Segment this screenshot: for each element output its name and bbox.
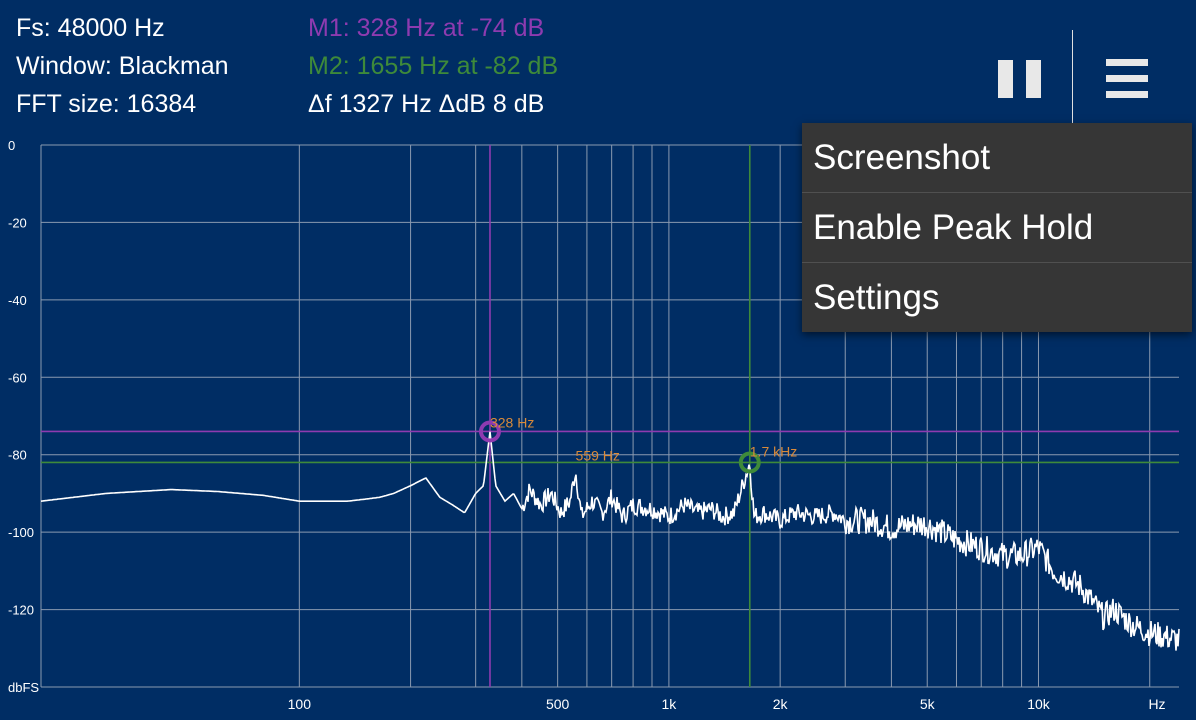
x-tick-label: 5k bbox=[920, 696, 936, 712]
grid bbox=[40, 144, 1179, 688]
x-tick-label: 100 bbox=[288, 696, 312, 712]
x-unit-label: Hz bbox=[1148, 696, 1165, 712]
window-type-text: Window: Blackman bbox=[16, 52, 229, 80]
marker-points: 328 Hz 559 Hz 1.7 kHz bbox=[478, 415, 797, 474]
menu-button[interactable] bbox=[1093, 48, 1163, 110]
y-tick-label: -40 bbox=[8, 293, 27, 308]
overflow-menu: Screenshot Enable Peak Hold Settings bbox=[802, 123, 1192, 332]
x-tick-label: 1k bbox=[662, 696, 678, 712]
peak-label: 1.7 kHz bbox=[750, 444, 797, 460]
menu-item-settings[interactable]: Settings bbox=[813, 278, 940, 317]
pause-button[interactable] bbox=[985, 48, 1055, 110]
peak-label: 328 Hz bbox=[490, 415, 534, 431]
marker1-point bbox=[478, 420, 501, 443]
toolbar bbox=[985, 30, 1196, 125]
x-tick-label: 10k bbox=[1027, 696, 1051, 712]
analyzer-info: Fs: 48000 Hz Window: Blackman FFT size: … bbox=[16, 9, 229, 123]
toolbar-divider bbox=[1072, 30, 1073, 125]
marker-lines bbox=[41, 145, 1179, 687]
fft-size-text: FFT size: 16384 bbox=[16, 90, 197, 118]
menu-item-screenshot[interactable]: Screenshot bbox=[802, 123, 1192, 193]
menu-item-enable-peak-hold[interactable]: Enable Peak Hold bbox=[802, 193, 1192, 263]
y-tick-label: -80 bbox=[8, 448, 27, 463]
y-unit-label: dbFS bbox=[8, 680, 39, 695]
y-tick-label: -60 bbox=[8, 370, 27, 385]
y-tick-label: -100 bbox=[8, 525, 34, 540]
marker-info: M1: 328 Hz at -74 dB M2: 1655 Hz at -82 … bbox=[308, 9, 558, 123]
spectrum-trace bbox=[40, 431, 1180, 651]
marker2-point bbox=[738, 451, 761, 474]
x-tick-label: 500 bbox=[546, 696, 570, 712]
axis-labels: 0 -20 -40 -60 -80 -100 -120 100 500 1k 2k 5k 10k Hz db… bbox=[8, 138, 1166, 712]
peak-label: 559 Hz bbox=[576, 448, 620, 464]
marker1-text: M1: 328 Hz at -74 dB bbox=[308, 14, 545, 42]
y-tick-label: -120 bbox=[8, 603, 34, 618]
y-tick-label: 0 bbox=[8, 138, 15, 153]
marker-delta-text: Δf 1327 Hz ΔdB 8 dB bbox=[308, 90, 545, 118]
sample-rate-text: Fs: 48000 Hz bbox=[16, 14, 165, 42]
y-tick-label: -20 bbox=[8, 215, 27, 230]
marker2-text: M2: 1655 Hz at -82 dB bbox=[308, 52, 559, 80]
x-tick-label: 2k bbox=[773, 696, 789, 712]
